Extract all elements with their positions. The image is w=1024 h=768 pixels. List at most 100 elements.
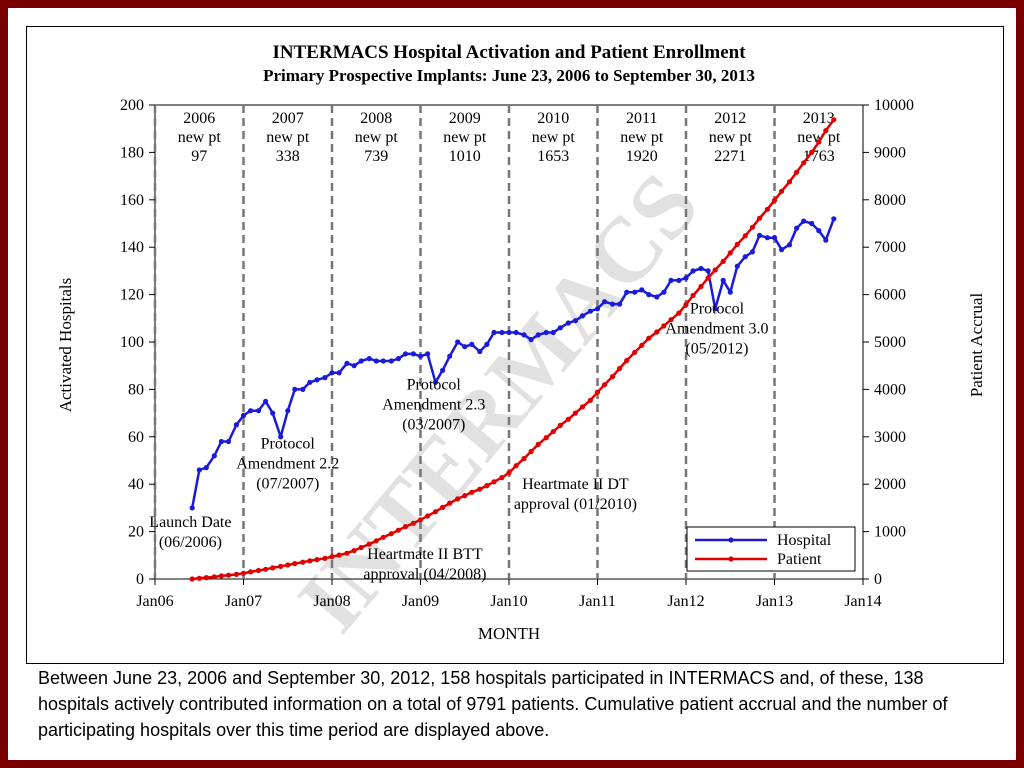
annotation-text: (05/2012): [685, 341, 748, 358]
data-point-hospital: [698, 265, 704, 272]
data-point-hospital: [557, 325, 563, 331]
legend-marker-patient: [728, 556, 734, 562]
data-point-patient: [344, 550, 350, 556]
data-point-hospital: [402, 351, 409, 357]
annotation-text: Launch Date: [149, 514, 231, 531]
data-point-hospital: [292, 386, 298, 392]
data-point-patient: [189, 576, 195, 582]
data-point-patient: [764, 206, 771, 212]
data-point-hospital: [329, 370, 335, 376]
y2-tick-label: 2000: [874, 476, 906, 493]
data-point-hospital: [705, 268, 711, 274]
chart-title: INTERMACS Hospital Activation and Patien…: [272, 42, 746, 63]
data-point-hospital: [225, 438, 232, 445]
legend-box: [686, 526, 856, 572]
data-point-hospital: [477, 348, 483, 355]
annotation-text: (03/2007): [402, 416, 465, 433]
data-point-patient: [683, 302, 689, 308]
data-point-patient: [617, 365, 623, 372]
data-point-hospital: [211, 453, 217, 459]
data-point-patient: [410, 520, 416, 526]
data-point-hospital: [550, 329, 556, 336]
data-point-hospital: [314, 377, 320, 383]
y-tick-label: 120: [120, 287, 144, 304]
year-header-label: new pt: [620, 129, 664, 146]
y-tick-label: 80: [128, 381, 144, 398]
year-header-count: 97: [191, 148, 207, 165]
data-point-patient: [720, 258, 726, 264]
data-point-hospital: [380, 358, 386, 364]
data-point-patient: [646, 335, 652, 341]
data-point-patient: [557, 422, 563, 428]
y2-tick-label: 7000: [874, 239, 906, 256]
data-point-patient: [550, 429, 556, 435]
data-point-patient: [425, 513, 431, 519]
data-point-patient: [240, 570, 247, 576]
data-point-hospital: [712, 306, 718, 312]
data-point-patient: [565, 416, 571, 422]
y-tick-label: 20: [128, 524, 144, 541]
data-point-patient: [300, 559, 306, 565]
x-tick-label: Jan13: [756, 593, 793, 610]
annotation-text: Protocol: [261, 436, 316, 453]
year-header-year: 2012: [714, 110, 746, 127]
year-header-year: 2006: [183, 110, 215, 127]
data-point-patient: [440, 504, 446, 510]
data-point-patient: [380, 534, 386, 540]
year-header-year: 2010: [537, 110, 569, 127]
data-point-patient: [366, 541, 372, 547]
data-point-patient: [639, 342, 645, 348]
year-header-count: 2271: [714, 148, 746, 165]
data-point-patient: [727, 250, 733, 256]
data-point-hospital: [756, 232, 763, 238]
year-header-year: 2011: [626, 110, 657, 127]
year-header-count: 1010: [449, 148, 481, 165]
data-point-patient: [506, 470, 512, 476]
data-point-patient: [756, 215, 763, 221]
data-point-hospital: [263, 398, 269, 404]
year-header-label: new pt: [355, 129, 399, 146]
data-point-hospital: [535, 332, 541, 338]
annotation-text: Amendment 3.0: [665, 321, 768, 338]
data-point-patient: [690, 292, 696, 299]
x-tick-label: Jan09: [402, 593, 439, 610]
data-point-hospital: [823, 237, 829, 243]
data-point-patient: [632, 349, 638, 355]
data-point-patient: [307, 558, 313, 564]
year-header-label: new pt: [266, 129, 310, 146]
data-point-patient: [771, 197, 778, 203]
data-point-patient: [211, 574, 217, 580]
data-point-hospital: [491, 329, 497, 336]
data-point-patient: [388, 531, 394, 537]
data-point-patient: [373, 538, 379, 544]
annotation-text: Amendment 2.3: [382, 396, 485, 413]
data-point-hospital: [322, 375, 328, 381]
y2-tick-label: 1000: [874, 524, 906, 541]
data-point-hospital: [565, 320, 571, 326]
year-header-count: 1920: [626, 148, 658, 165]
year-header-year: 2008: [360, 110, 392, 127]
x-tick-label: Jan06: [136, 593, 173, 610]
year-header-label: new pt: [532, 129, 576, 146]
data-point-hospital: [543, 329, 549, 336]
data-point-hospital: [358, 358, 364, 364]
y2-tick-label: 4000: [874, 381, 906, 398]
data-point-patient: [513, 463, 519, 469]
data-point-hospital: [609, 301, 616, 307]
data-point-patient: [329, 554, 335, 560]
year-header-year: 2013: [803, 110, 835, 127]
data-point-patient: [602, 382, 608, 388]
data-point-hospital: [661, 289, 667, 295]
data-point-hospital: [417, 353, 424, 359]
data-point-hospital: [395, 356, 401, 362]
data-point-patient: [816, 139, 822, 145]
x-axis-label: MONTH: [478, 624, 540, 643]
data-point-hospital: [373, 358, 379, 364]
y-tick-label: 60: [128, 429, 144, 446]
data-point-hospital: [749, 249, 756, 255]
data-point-patient: [314, 557, 320, 563]
data-point-hospital: [189, 505, 195, 511]
data-point-hospital: [794, 225, 800, 231]
y2-tick-label: 8000: [874, 192, 906, 209]
legend-label: Hospital: [777, 532, 832, 549]
